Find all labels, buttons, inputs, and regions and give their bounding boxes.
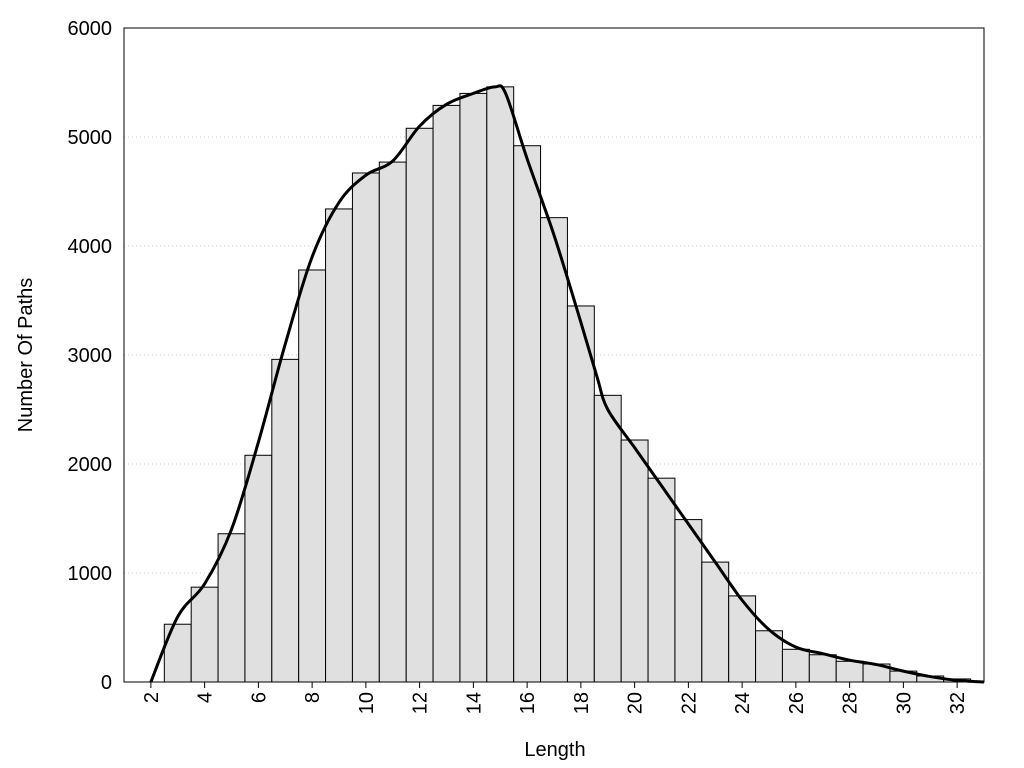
- bar: [244, 454, 273, 683]
- bar: [351, 172, 380, 683]
- x-tick-label: 6: [248, 692, 270, 703]
- x-tick-label: 22: [678, 692, 700, 714]
- x-tick-label: 16: [517, 692, 539, 714]
- y-tick-label: 3000: [68, 345, 113, 367]
- bar: [513, 145, 542, 683]
- density-line: [149, 84, 985, 684]
- x-tick-label: 18: [571, 692, 593, 714]
- bar: [486, 86, 515, 683]
- bar: [835, 660, 864, 683]
- bar: [674, 519, 703, 683]
- y-tick-label: 2000: [68, 454, 113, 476]
- bar: [808, 654, 837, 683]
- y-tick-label: 1000: [68, 563, 113, 585]
- x-tick-label: 12: [410, 692, 432, 714]
- bar: [728, 595, 757, 683]
- bar: [459, 92, 488, 683]
- bar: [647, 477, 676, 683]
- y-axis-label: Number Of Paths: [15, 278, 37, 433]
- bar: [298, 269, 327, 683]
- bar: [325, 208, 353, 683]
- x-tick-label: 28: [840, 692, 862, 714]
- bar: [271, 358, 300, 683]
- x-tick-label: 4: [195, 692, 217, 703]
- bar: [378, 161, 407, 683]
- x-tick-label: 10: [356, 692, 378, 714]
- bar: [540, 217, 568, 683]
- x-tick-label: 32: [947, 692, 969, 714]
- bar: [781, 648, 810, 683]
- x-tick-label: 26: [786, 692, 808, 714]
- x-tick-label: 24: [732, 692, 754, 714]
- plot-frame: [123, 27, 985, 683]
- bar: [701, 561, 730, 683]
- y-tick-label: 4000: [68, 236, 113, 258]
- bar: [620, 439, 649, 683]
- bar: [190, 586, 219, 683]
- bar: [217, 533, 246, 683]
- x-axis-label: Length: [524, 739, 585, 761]
- bar: [405, 127, 434, 683]
- y-tick-label: 5000: [68, 127, 113, 149]
- bar: [566, 305, 595, 683]
- x-tick-label: 20: [625, 692, 647, 714]
- x-tick-label: 2: [141, 692, 163, 703]
- y-tick-label: 6000: [68, 18, 113, 40]
- x-tick-label: 14: [463, 692, 485, 714]
- bar: [432, 104, 461, 683]
- bar: [163, 623, 192, 683]
- x-tick-label: 30: [893, 692, 915, 714]
- x-tick-label: 8: [302, 692, 324, 703]
- y-tick-label: 0: [101, 672, 112, 694]
- bar: [593, 394, 622, 683]
